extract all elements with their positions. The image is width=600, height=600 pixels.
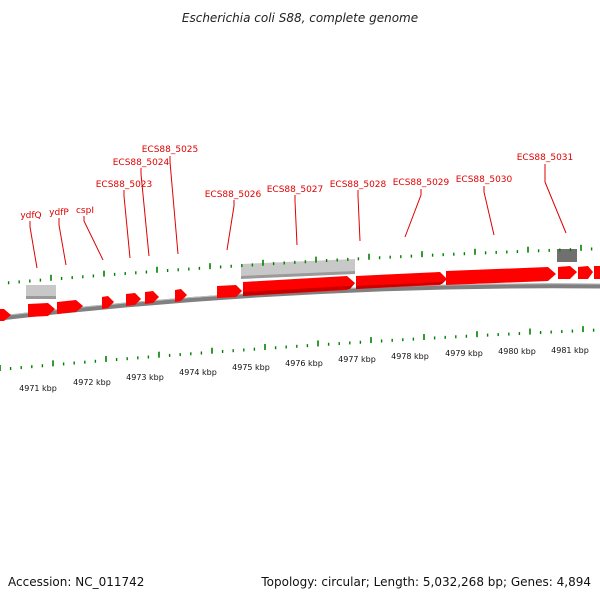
- scale-label: 4973 kbp: [126, 373, 164, 382]
- leader-line: [169, 156, 179, 255]
- leader-line: [29, 221, 38, 269]
- top-tick-track: [7, 244, 593, 285]
- gene-arrow-ecs88-5026[interactable]: [217, 285, 242, 298]
- gene-shade: [356, 279, 447, 289]
- scale-label: 4971 kbp: [19, 384, 57, 393]
- gene-arrows: [0, 266, 600, 321]
- gene-arrow-ecs88-5024[interactable]: [145, 291, 159, 304]
- gene-arrow-ecs88-5029-5030[interactable]: [446, 267, 556, 285]
- map-title: Escherichia coli S88, complete genome: [182, 11, 418, 25]
- gene-arrow[interactable]: [0, 309, 11, 321]
- gene-label-ecs88-5030[interactable]: ECS88_5030: [456, 175, 513, 185]
- gene-arrow-ecs88-5031[interactable]: [558, 266, 577, 279]
- scale-label: 4980 kbp: [498, 347, 536, 356]
- gene-shade: [243, 283, 355, 296]
- leader-line: [140, 168, 150, 257]
- leader-line: [357, 190, 361, 242]
- gene-label-ecs88-5028[interactable]: ECS88_5028: [330, 180, 387, 190]
- gene-label-ecs88-5031[interactable]: ECS88_5031: [517, 153, 574, 163]
- scale-label: 4979 kbp: [445, 349, 483, 358]
- scale-label: 4981 kbp: [551, 346, 589, 355]
- leader-line: [404, 189, 422, 238]
- accession-text: Accession: NC_011742: [8, 575, 144, 589]
- rna-feature-dark: [557, 249, 577, 262]
- gene-label-ecs88-5025[interactable]: ECS88_5025: [142, 145, 199, 155]
- gene-labels: [29, 156, 567, 269]
- gene-label-cspi[interactable]: cspI: [76, 206, 94, 216]
- scale-label: 4976 kbp: [285, 359, 323, 368]
- genome-summary-text: Topology: circular; Length: 5,032,268 bp…: [260, 575, 591, 589]
- leader-line: [123, 190, 131, 259]
- scale-label: 4978 kbp: [391, 352, 429, 361]
- gene-label-ecs88-5024[interactable]: ECS88_5024: [113, 158, 170, 168]
- gene-arrow-cspI[interactable]: [102, 296, 114, 309]
- gene-arrow-ecs88-5025[interactable]: [175, 289, 187, 302]
- gene-arrow-ecs88-5023[interactable]: [126, 293, 141, 306]
- gene-arrow-ydfQ[interactable]: [28, 303, 55, 317]
- scale-label: 4972 kbp: [73, 378, 111, 387]
- leader-line: [294, 195, 298, 246]
- gene-arrow[interactable]: [594, 266, 600, 279]
- leader-line: [483, 186, 495, 236]
- leader-line: [58, 218, 67, 266]
- leader-line: [544, 164, 567, 234]
- bottom-tick-track: [0, 326, 595, 371]
- gene-label-ydfq[interactable]: ydfQ: [20, 211, 41, 221]
- gene-label-ecs88-5026[interactable]: ECS88_5026: [205, 190, 262, 200]
- gene-label-ecs88-5023[interactable]: ECS88_5023: [96, 180, 153, 190]
- scale-label: 4975 kbp: [232, 363, 270, 372]
- gene-label-ydfp[interactable]: ydfP: [49, 208, 69, 218]
- rna-feature-shadow: [241, 271, 355, 279]
- gene-label-ecs88-5027[interactable]: ECS88_5027: [267, 185, 324, 195]
- gene-arrow[interactable]: [578, 266, 593, 279]
- scale-label: 4977 kbp: [338, 355, 376, 364]
- gene-label-ecs88-5029[interactable]: ECS88_5029: [393, 178, 450, 188]
- scale-label: 4974 kbp: [179, 368, 217, 377]
- leader-line: [226, 200, 235, 251]
- leader-line: [83, 216, 104, 261]
- rna-feature: [26, 285, 56, 297]
- rna-feature-shadow: [26, 296, 56, 299]
- gene-arrow-ydfP[interactable]: [57, 300, 83, 314]
